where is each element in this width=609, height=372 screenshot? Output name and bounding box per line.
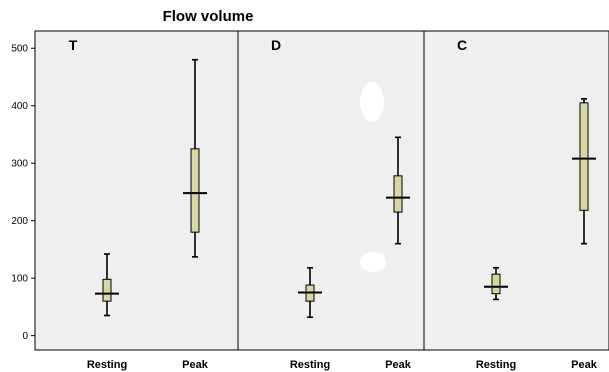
box-C-peak <box>572 98 596 245</box>
panel-background <box>237 30 425 351</box>
panel-label: T <box>69 37 78 53</box>
overlay-blobs <box>360 82 386 272</box>
iqr-box <box>190 148 200 233</box>
white-blob <box>360 82 384 122</box>
box-T-peak <box>183 58 207 258</box>
y-tick-label: 400 <box>11 101 28 112</box>
panel-label: D <box>271 37 281 53</box>
iqr-box <box>393 175 403 213</box>
iqr-box <box>491 273 501 295</box>
x-category-label: Resting <box>290 359 330 371</box>
white-blob <box>360 252 386 272</box>
box-C-resting <box>484 267 508 301</box>
panel-C: C <box>423 30 609 351</box>
y-axis: 0 100 200 300 400 500 <box>11 31 36 350</box>
box-D-peak <box>386 136 410 245</box>
iqr-box <box>102 278 112 302</box>
iqr-box <box>579 102 589 211</box>
panel-label: C <box>457 37 467 53</box>
chart-title: Flow volume <box>163 8 254 25</box>
y-tick-label: 300 <box>11 159 28 170</box>
panel-T: T <box>34 30 239 351</box>
y-tick-label: 500 <box>11 44 28 55</box>
x-category-label: Peak <box>571 359 598 371</box>
y-tick-label: 100 <box>11 274 28 285</box>
box-T-resting <box>95 253 119 317</box>
x-category-label: Resting <box>476 359 516 371</box>
panel-background <box>423 30 609 351</box>
panel-background <box>34 30 239 351</box>
x-category-label: Resting <box>87 359 127 371</box>
x-category-label: Peak <box>385 359 412 371</box>
y-tick-label: 200 <box>11 216 28 227</box>
x-category-label: Peak <box>182 359 209 371</box>
panel-D: D <box>237 30 425 351</box>
y-tick-label: 0 <box>22 331 28 342</box>
x-axis: Resting Peak Resting Peak Resting Peak <box>87 359 598 371</box>
box-D-resting <box>298 267 322 319</box>
